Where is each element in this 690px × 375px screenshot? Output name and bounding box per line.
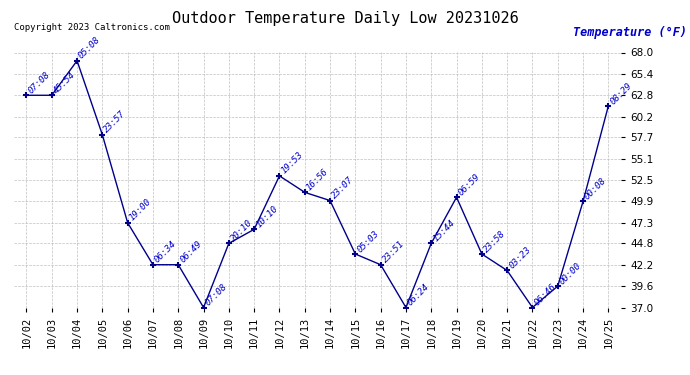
Text: 06:59: 06:59 bbox=[457, 172, 482, 197]
Text: 45:54: 45:54 bbox=[52, 70, 77, 95]
Text: 05:08: 05:08 bbox=[77, 35, 102, 61]
Text: Copyright 2023 Caltronics.com: Copyright 2023 Caltronics.com bbox=[14, 23, 170, 32]
Text: 15:44: 15:44 bbox=[431, 218, 457, 243]
Text: Outdoor Temperature Daily Low 20231026: Outdoor Temperature Daily Low 20231026 bbox=[172, 11, 518, 26]
Text: 06:46: 06:46 bbox=[533, 282, 558, 308]
Text: Temperature (°F): Temperature (°F) bbox=[573, 26, 687, 39]
Text: 03:23: 03:23 bbox=[507, 245, 533, 270]
Text: 19:00: 19:00 bbox=[128, 197, 153, 223]
Text: 05:03: 05:03 bbox=[355, 229, 381, 254]
Text: 10:10: 10:10 bbox=[254, 204, 279, 230]
Text: 07:08: 07:08 bbox=[26, 70, 52, 95]
Text: 23:51: 23:51 bbox=[381, 239, 406, 265]
Text: 08:29: 08:29 bbox=[609, 81, 633, 106]
Text: 23:07: 23:07 bbox=[330, 175, 355, 201]
Text: 20:10: 20:10 bbox=[229, 218, 254, 243]
Text: 06:34: 06:34 bbox=[153, 239, 178, 265]
Text: 00:00: 00:00 bbox=[558, 261, 583, 286]
Text: 23:57: 23:57 bbox=[102, 110, 128, 135]
Text: 16:56: 16:56 bbox=[305, 167, 330, 192]
Text: 06:49: 06:49 bbox=[178, 239, 204, 265]
Text: 00:08: 00:08 bbox=[583, 176, 609, 201]
Text: 23:58: 23:58 bbox=[482, 229, 507, 254]
Text: 06:24: 06:24 bbox=[406, 282, 431, 308]
Text: 07:08: 07:08 bbox=[204, 282, 229, 308]
Text: 19:53: 19:53 bbox=[279, 150, 305, 176]
